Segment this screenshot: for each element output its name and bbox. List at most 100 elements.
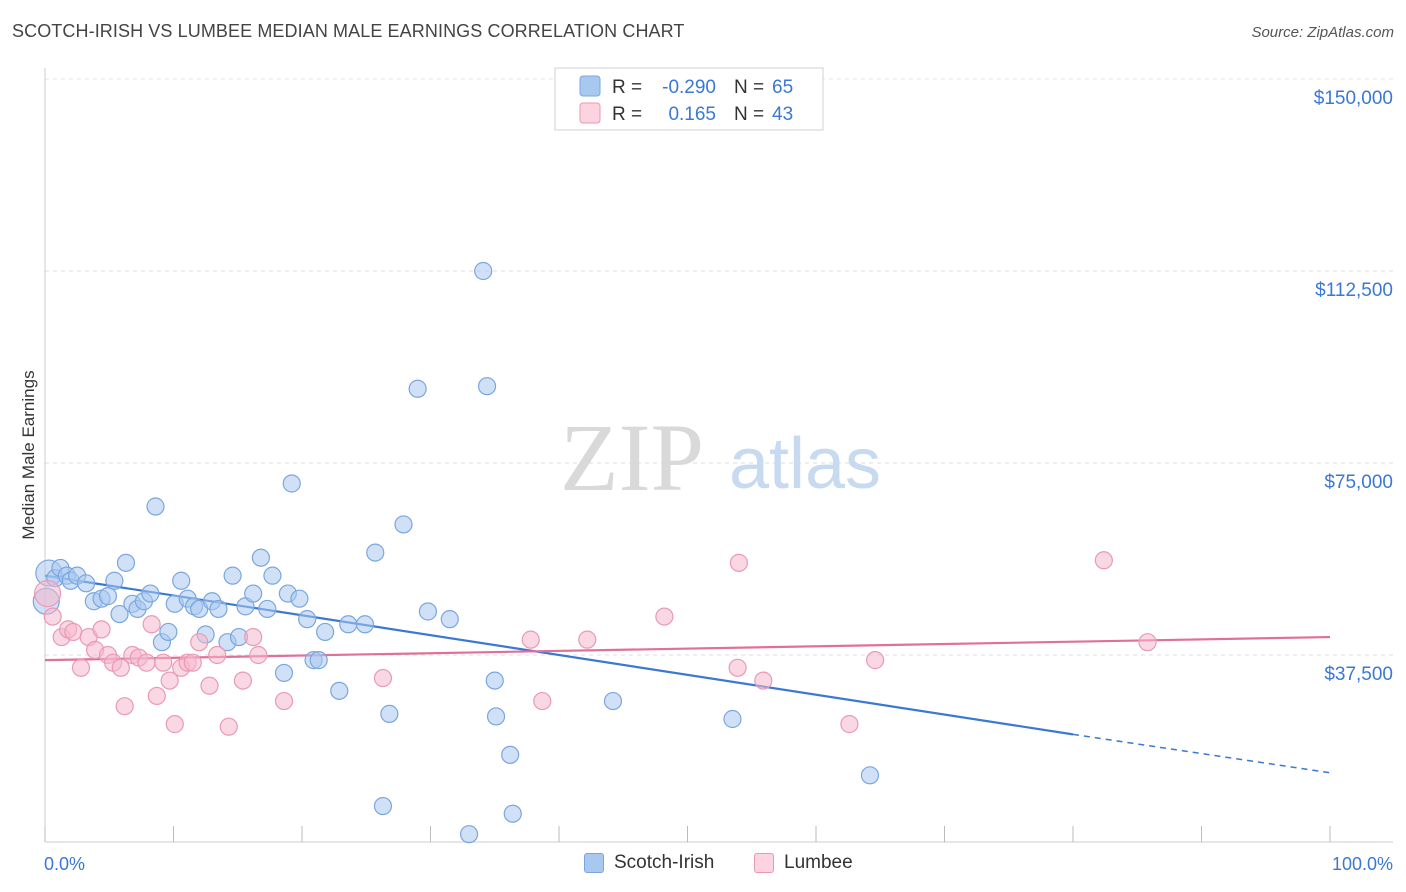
lumbee-point bbox=[190, 633, 209, 652]
y-tick-label: $112,500 bbox=[1315, 280, 1393, 301]
legend-swatch bbox=[584, 853, 604, 873]
x-tick-label-max: 100.0% bbox=[1332, 854, 1393, 874]
lumbee-point bbox=[866, 651, 885, 670]
scotch-irish-point bbox=[339, 615, 358, 634]
legend-item-scotch-irish: Scotch-Irish bbox=[584, 852, 714, 874]
legend-n-value: 43 bbox=[772, 104, 793, 125]
lumbee-point bbox=[142, 615, 161, 634]
y-tick-label: $150,000 bbox=[1314, 88, 1393, 109]
scotch-irish-point bbox=[116, 553, 136, 572]
legend-label: Lumbee bbox=[784, 852, 853, 873]
scotch-irish-point bbox=[316, 622, 335, 642]
scotch-irish-point bbox=[474, 261, 493, 281]
scotch-irish-point bbox=[110, 604, 129, 624]
scotch-irish-point bbox=[380, 704, 399, 723]
scotch-irish-point bbox=[274, 663, 294, 683]
grid-lines bbox=[45, 78, 1393, 656]
source-label: Source: ZipAtlas.com bbox=[1251, 24, 1394, 41]
lumbee-point bbox=[578, 630, 597, 649]
scotch-irish-point bbox=[258, 599, 277, 619]
scotch-irish-point bbox=[77, 574, 96, 593]
lumbee-point bbox=[249, 645, 268, 665]
stats-legend: R = -0.290 N = 65 R = 0.165 N = 43 bbox=[554, 67, 824, 131]
scotch-irish-point bbox=[355, 615, 375, 634]
scotch-irish-point bbox=[141, 584, 160, 603]
scotch-irish-point bbox=[366, 543, 385, 562]
axes bbox=[44, 68, 1393, 843]
lumbee-point bbox=[521, 630, 540, 649]
scotch-irish-point bbox=[486, 707, 506, 726]
scotch-irish-point bbox=[501, 745, 520, 764]
legend-n-label: N = bbox=[734, 77, 764, 98]
lumbee-point bbox=[233, 671, 252, 690]
scotch-irish-point bbox=[209, 599, 228, 619]
lumbee-point bbox=[1094, 551, 1113, 570]
scotch-irish-point bbox=[298, 610, 317, 629]
legend-r-value: 0.165 bbox=[668, 104, 716, 125]
scotch-irish-trendline-extension bbox=[1072, 733, 1331, 774]
scotch-irish-point bbox=[159, 622, 178, 642]
lumbee-point bbox=[43, 607, 62, 626]
scotch-irish-point bbox=[503, 804, 522, 823]
lumbee-point bbox=[33, 579, 62, 608]
lumbee-point bbox=[165, 715, 184, 734]
legend-r-label: R = bbox=[612, 104, 642, 125]
lumbee-point bbox=[115, 697, 134, 716]
lumbee-point bbox=[200, 676, 219, 695]
lumbee-point bbox=[754, 671, 773, 690]
scotch-irish-point bbox=[485, 671, 504, 690]
lumbee-point bbox=[219, 717, 238, 736]
lumbee-point bbox=[137, 653, 156, 672]
lumbee-point bbox=[274, 691, 294, 711]
legend-label: Scotch-Irish bbox=[614, 852, 715, 873]
legend-swatch-lumbee bbox=[579, 102, 601, 124]
lumbee-point bbox=[533, 691, 552, 711]
scotch-irish-point bbox=[860, 766, 880, 785]
watermark-atlas: atlas bbox=[729, 424, 881, 504]
scotch-irish-point bbox=[418, 602, 438, 621]
scotch-irish-point bbox=[105, 571, 124, 590]
y-tick-label: $37,500 bbox=[1324, 664, 1393, 685]
lumbee-point bbox=[160, 671, 179, 690]
lumbee-point bbox=[373, 668, 393, 688]
scotch-irish-point bbox=[723, 709, 742, 729]
watermark-zip: ZIP bbox=[560, 404, 704, 511]
lumbee-point bbox=[1138, 633, 1157, 652]
scotch-irish-point bbox=[98, 587, 118, 606]
scotch-irish-point bbox=[263, 566, 282, 585]
scotch-irish-point bbox=[440, 610, 459, 629]
x-tick-label-min: 0.0% bbox=[44, 854, 85, 874]
lumbee-point bbox=[840, 715, 859, 734]
y-tick-label: $75,000 bbox=[1324, 472, 1393, 493]
scotch-irish-point bbox=[223, 566, 242, 585]
scotch-irish-point bbox=[330, 681, 349, 700]
chart-title: SCOTCH-IRISH VS LUMBEE MEDIAN MALE EARNI… bbox=[12, 21, 685, 41]
scotch-irish-point bbox=[172, 571, 191, 590]
bottom-legend: Scotch-Irish Lumbee bbox=[0, 852, 1406, 878]
lumbee-point bbox=[208, 645, 227, 665]
scotch-irish-point bbox=[244, 584, 263, 603]
lumbee-point bbox=[183, 653, 202, 672]
data-points bbox=[32, 261, 1157, 844]
lumbee-point bbox=[147, 686, 166, 706]
axis-labels: $37,500 $75,000 $112,500 $150,000 bbox=[1314, 88, 1393, 685]
legend-r-value: -0.290 bbox=[662, 77, 716, 98]
scotch-irish-point bbox=[477, 377, 497, 396]
lumbee-point bbox=[64, 622, 83, 642]
scotch-irish-point bbox=[408, 379, 427, 398]
lumbee-point bbox=[154, 653, 173, 672]
scotch-irish-point bbox=[603, 691, 623, 711]
legend-n-value: 65 bbox=[772, 77, 793, 98]
scotch-irish-point bbox=[394, 515, 413, 534]
lumbee-point bbox=[729, 553, 749, 572]
lumbee-point bbox=[244, 627, 263, 647]
scotch-irish-point bbox=[290, 589, 309, 608]
legend-n-label: N = bbox=[734, 104, 764, 125]
watermark: ZIP atlas bbox=[560, 404, 881, 511]
scotch-irish-point bbox=[459, 825, 479, 844]
lumbee-point bbox=[92, 620, 111, 639]
scotch-irish-point bbox=[146, 497, 165, 516]
legend-swatch bbox=[754, 853, 774, 873]
lumbee-point bbox=[655, 607, 674, 626]
